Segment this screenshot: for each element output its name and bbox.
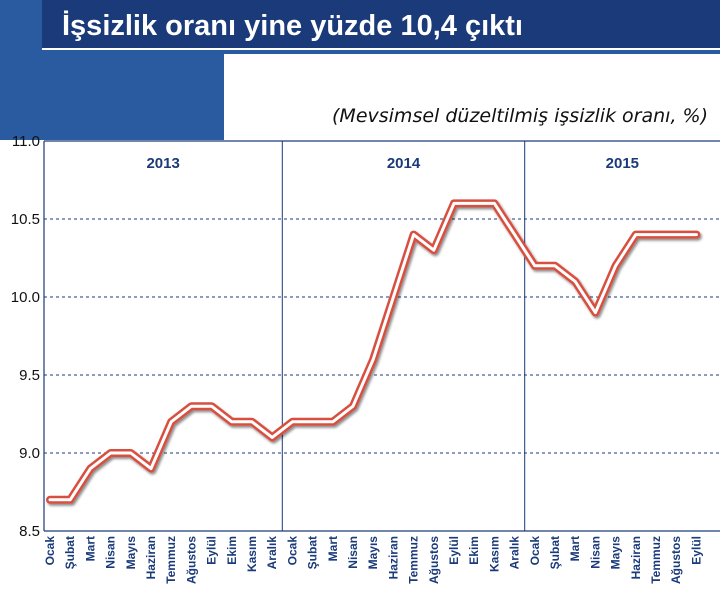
- y-tick-label: 10.0: [11, 289, 40, 306]
- year-label: 2015: [606, 155, 639, 172]
- series-line: [46, 199, 701, 504]
- x-tick-label: Mart: [83, 536, 97, 561]
- title-box-edge: [42, 48, 720, 50]
- series-line-inner: [48, 201, 698, 502]
- x-tick-label: Ocak: [43, 536, 57, 566]
- grid-lines: [43, 140, 720, 532]
- x-tick-label: Ağustos: [669, 536, 683, 584]
- x-tick-label: Kasım: [487, 536, 501, 572]
- x-tick-label: Temmuz: [164, 536, 178, 584]
- x-tick-label: Nisan: [104, 536, 118, 569]
- x-tick-label: Eylül: [205, 536, 219, 565]
- x-tick-label: Ekim: [467, 536, 481, 565]
- chart-subtitle: (Mevsimsel düzeltilmiş işsizlik oranı, %…: [332, 105, 708, 127]
- x-tick-label: Haziran: [629, 536, 643, 579]
- x-tick-label: Şubat: [306, 536, 320, 569]
- x-tick-label: Şubat: [548, 536, 562, 569]
- x-tick-label: Haziran: [386, 536, 400, 579]
- x-tick-label: Nisan: [588, 536, 602, 569]
- x-tick-label: Temmuz: [407, 536, 421, 584]
- x-tick-label: Mayıs: [124, 536, 138, 570]
- x-tick-label: Şubat: [63, 536, 77, 569]
- x-tick-label: Mart: [568, 536, 582, 561]
- year-labels: 2013 2014 2015: [146, 155, 639, 172]
- y-tick-label: 11.0: [12, 133, 40, 150]
- x-tick-label: Eylül: [447, 536, 461, 565]
- y-tick-label: 10.5: [11, 211, 40, 228]
- x-tick-label: Aralık: [508, 536, 522, 570]
- x-tick-label: Eylül: [689, 536, 703, 565]
- x-tick-label: Haziran: [144, 536, 158, 579]
- x-tick-label: Ağustos: [427, 536, 441, 584]
- x-tick-label: Ocak: [285, 536, 299, 566]
- x-tick-label: Temmuz: [649, 536, 663, 584]
- y-tick-label: 8.5: [19, 523, 40, 540]
- x-tick-label: Ağustos: [184, 536, 198, 584]
- year-label: 2013: [146, 155, 179, 172]
- y-axis: 11.0 10.5 10.0 9.5 9.0 8.5: [11, 133, 40, 540]
- x-tick-label: Mayıs: [366, 536, 380, 570]
- x-tick-label: Aralık: [265, 536, 279, 570]
- x-tick-label: Nisan: [346, 536, 360, 569]
- x-tick-label: Mart: [326, 536, 340, 561]
- title-box: [42, 0, 720, 50]
- y-tick-label: 9.5: [19, 367, 40, 384]
- header-white-panel: [224, 54, 720, 140]
- y-tick-label: 9.0: [19, 445, 40, 462]
- year-label: 2014: [387, 155, 421, 172]
- x-tick-label: Ocak: [528, 536, 542, 566]
- x-tick-label: Kasım: [245, 536, 259, 572]
- x-axis: Ocak Şubat Mart Nisan Mayıs Haziran Temmuz Ağus…: [43, 536, 703, 584]
- x-tick-label: Ekim: [225, 536, 239, 565]
- x-tick-label: Mayıs: [609, 536, 623, 570]
- chart-title: İşsizlik oranı yine yüzde 10,4 çıktı: [62, 10, 523, 42]
